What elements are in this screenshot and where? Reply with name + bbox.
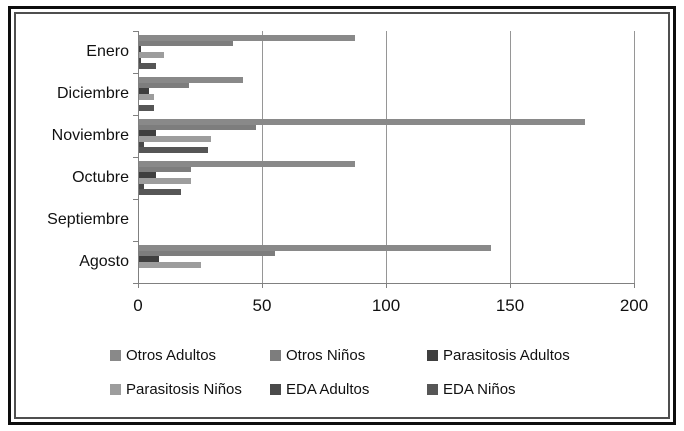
legend-label: Otros Niños xyxy=(286,346,366,364)
x-axis-tick xyxy=(634,283,635,288)
legend-entry: Otros Adultos xyxy=(110,346,270,364)
bar xyxy=(139,77,244,83)
category-label: Agosto xyxy=(79,253,129,270)
legend-label: Parasitosis Niños xyxy=(126,380,242,398)
bar xyxy=(139,256,159,262)
x-axis-tick xyxy=(386,283,387,288)
bar xyxy=(139,63,157,69)
legend-label: Parasitosis Adultos xyxy=(443,346,570,364)
legend-marker-icon xyxy=(427,383,438,395)
bar xyxy=(139,46,142,52)
bar xyxy=(139,161,355,167)
gridline xyxy=(634,31,635,283)
bar xyxy=(139,88,149,94)
category-label: Diciembre xyxy=(56,85,129,102)
legend-label: EDA Niños xyxy=(443,380,516,398)
y-axis-tick xyxy=(133,283,138,284)
bar xyxy=(139,147,209,153)
x-axis-tick xyxy=(510,283,511,288)
legend-entry: EDA Niños xyxy=(427,380,570,398)
bar xyxy=(139,136,211,142)
x-axis-tick xyxy=(262,283,263,288)
bar xyxy=(139,262,201,268)
bar xyxy=(139,52,164,58)
bar xyxy=(139,130,157,136)
legend-marker-icon xyxy=(427,349,438,361)
category-label: Octubre xyxy=(72,169,129,186)
gridline xyxy=(262,31,263,283)
legend-entry: Parasitosis Adultos xyxy=(427,346,570,364)
bar xyxy=(139,141,144,148)
bar xyxy=(139,57,142,64)
chart-outer-border xyxy=(8,6,676,425)
bar xyxy=(139,35,355,41)
bar xyxy=(139,119,586,125)
legend-label: Otros Adultos xyxy=(126,346,217,364)
x-axis-tick xyxy=(138,283,139,288)
bar xyxy=(139,245,492,251)
legend-marker-icon xyxy=(270,349,281,361)
category-label: Noviembre xyxy=(51,127,129,144)
legend-label: EDA Adultos xyxy=(286,380,370,398)
bar xyxy=(139,124,256,131)
category-label: Septiembre xyxy=(47,211,129,228)
legend-entry: Otros Niños xyxy=(270,346,427,364)
bar xyxy=(139,166,192,173)
y-axis-tick xyxy=(133,73,138,74)
y-axis-tick xyxy=(133,115,138,116)
legend-marker-icon xyxy=(110,383,121,395)
x-axis-tick-label: 100 xyxy=(371,296,401,315)
bar xyxy=(139,40,234,47)
y-axis-tick xyxy=(133,241,138,242)
bar xyxy=(139,172,157,178)
bar xyxy=(139,94,154,100)
bar xyxy=(139,183,144,190)
plot-area xyxy=(133,31,635,288)
x-axis-tick-label: 50 xyxy=(252,296,272,315)
legend-entry: EDA Adultos xyxy=(270,380,427,398)
bar xyxy=(139,189,182,195)
y-axis-tick xyxy=(133,31,138,32)
bar xyxy=(139,105,154,111)
legend: Otros Adultos Otros Niños Parasitosis Adul… xyxy=(110,346,570,398)
y-axis-tick xyxy=(133,199,138,200)
category-label: Enero xyxy=(86,43,129,60)
gridline xyxy=(510,31,511,283)
y-axis-tick xyxy=(133,157,138,158)
bar xyxy=(139,178,192,184)
bar xyxy=(139,250,276,257)
legend-marker-icon xyxy=(270,383,281,395)
x-axis-tick-label: 200 xyxy=(619,296,649,315)
legend-marker-icon xyxy=(110,349,121,361)
gridline xyxy=(386,31,387,283)
bar xyxy=(139,82,189,89)
x-axis-tick-label: 0 xyxy=(133,296,143,315)
legend-entry: Parasitosis Niños xyxy=(110,380,270,398)
x-axis-tick-label: 150 xyxy=(495,296,525,315)
chart-inner-border xyxy=(14,12,670,419)
